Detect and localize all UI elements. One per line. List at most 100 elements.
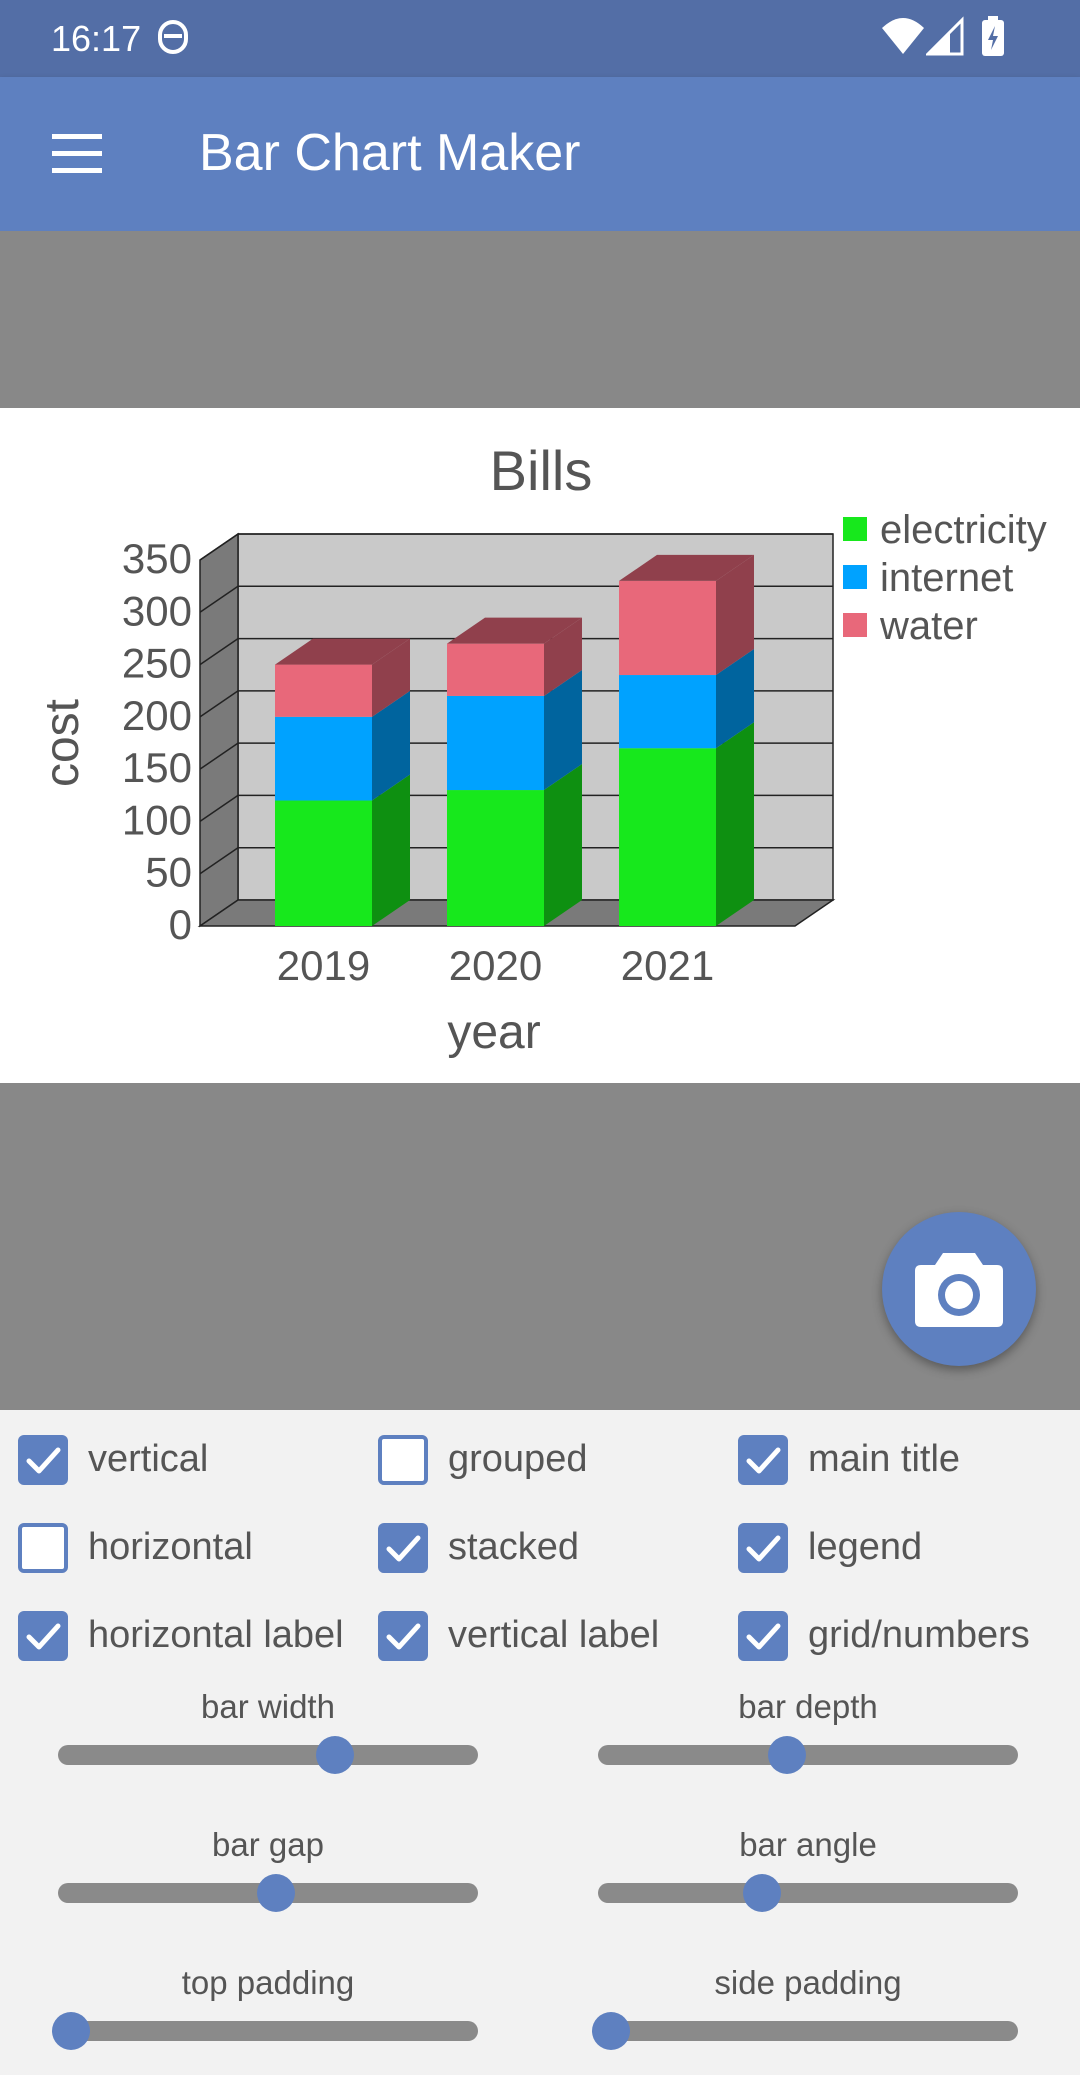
y-tick-label: 100 bbox=[122, 796, 192, 843]
side-padding-slider: side padding bbox=[591, 1964, 1018, 2064]
slider-thumb[interactable] bbox=[742, 1874, 781, 1912]
checkbox-box[interactable] bbox=[378, 1435, 428, 1485]
bar-top bbox=[275, 638, 410, 665]
slider-track[interactable] bbox=[598, 1883, 1018, 1903]
slider-thumb[interactable] bbox=[257, 1874, 296, 1912]
slider-thumb[interactable] bbox=[768, 1736, 806, 1774]
legend-swatch bbox=[843, 613, 867, 637]
bar-segment bbox=[619, 748, 716, 926]
y-tick-label: 0 bbox=[169, 901, 192, 948]
app-bar: Bar Chart Maker bbox=[0, 77, 1080, 231]
y-tick-label: 50 bbox=[145, 849, 192, 896]
x-tick-label: 2019 bbox=[277, 942, 370, 989]
y-tick-label: 250 bbox=[122, 640, 192, 687]
bar-segment-side bbox=[372, 638, 410, 717]
bar-top bbox=[619, 554, 754, 581]
x-tick-label: 2021 bbox=[621, 942, 714, 989]
bar-segment bbox=[275, 716, 372, 801]
checkbox-box[interactable] bbox=[18, 1435, 68, 1485]
bar-segment-side bbox=[544, 617, 582, 696]
checkbox-box[interactable] bbox=[18, 1523, 68, 1573]
x-tick-label: 2020 bbox=[449, 942, 542, 989]
x-axis-label: year bbox=[447, 1006, 540, 1059]
slider-track[interactable] bbox=[598, 2021, 1018, 2041]
bar-segment-side bbox=[372, 690, 410, 801]
wifi-icon bbox=[880, 14, 926, 65]
y-tick-label: 350 bbox=[122, 535, 192, 582]
legend-swatch bbox=[843, 565, 867, 589]
controls-panel: vertical grouped main title horizontal s… bbox=[0, 1410, 1080, 2075]
checkbox-label: vertical label bbox=[448, 1614, 660, 1656]
bar-segment bbox=[447, 695, 544, 791]
bar-segment-side bbox=[716, 554, 754, 676]
slider-track[interactable] bbox=[58, 2021, 478, 2041]
checkbox-box[interactable] bbox=[378, 1523, 428, 1573]
legend-label: internet bbox=[880, 556, 1013, 600]
bar-chart: 0 50 100 150 200 250 300 350 2019 2020 2021 Bills ye… bbox=[36, 439, 1047, 1059]
grid-line bbox=[199, 742, 239, 770]
slider-label: bar width bbox=[201, 1688, 335, 1725]
y-tick-label: 300 bbox=[122, 587, 192, 634]
bar-segment bbox=[619, 675, 716, 749]
bar-top bbox=[447, 617, 582, 644]
y-tick-label: 150 bbox=[122, 744, 192, 791]
checkbox-box[interactable] bbox=[18, 1611, 68, 1661]
notification-icon bbox=[156, 14, 190, 65]
bar-segment bbox=[447, 790, 544, 926]
legend-swatch bbox=[843, 517, 867, 541]
grid-line bbox=[199, 585, 239, 613]
checkbox-label: main title bbox=[808, 1438, 961, 1480]
slider-label: bar gap bbox=[212, 1826, 324, 1863]
checkbox-label: legend bbox=[808, 1526, 923, 1568]
bar-segment bbox=[275, 800, 372, 926]
checkbox-box[interactable] bbox=[378, 1611, 428, 1661]
bar-segment-side bbox=[544, 764, 582, 926]
chart-side-wall bbox=[199, 532, 239, 928]
checkbox-label: horizontal label bbox=[88, 1614, 344, 1656]
bar-segment bbox=[619, 580, 716, 676]
chart-title: Bills bbox=[490, 439, 593, 502]
bar-angle-slider: bar angle bbox=[598, 1826, 1018, 1926]
cellular-signal-icon bbox=[924, 14, 966, 65]
checkbox-label: stacked bbox=[448, 1526, 579, 1568]
bar-gap-slider: bar gap bbox=[58, 1826, 478, 1926]
slider-label: top padding bbox=[181, 1964, 355, 2001]
legend-label: electricity bbox=[880, 508, 1047, 552]
checkbox-box[interactable] bbox=[738, 1523, 788, 1573]
legend-label: water bbox=[879, 604, 978, 648]
slider-track[interactable] bbox=[58, 1745, 478, 1765]
bar-segment bbox=[447, 643, 544, 696]
screenshot-button[interactable] bbox=[882, 1212, 1036, 1366]
checkbox-label: grid/numbers bbox=[808, 1614, 1030, 1656]
checkbox-label: horizontal bbox=[88, 1526, 253, 1568]
slider-label: bar angle bbox=[739, 1826, 877, 1863]
bar-segment-side bbox=[716, 722, 754, 926]
chart-preview: 0 50 100 150 200 250 300 350 2019 2020 2021 Bills ye… bbox=[0, 408, 1080, 1083]
slider-thumb[interactable] bbox=[51, 2012, 90, 2050]
bar-segment bbox=[275, 664, 372, 717]
slider-thumb[interactable] bbox=[316, 1736, 355, 1774]
camera-icon bbox=[915, 1253, 1003, 1327]
checkbox-box[interactable] bbox=[738, 1611, 788, 1661]
checkbox-box[interactable] bbox=[738, 1435, 788, 1485]
bar-segment-side bbox=[544, 669, 582, 791]
slider-track[interactable] bbox=[598, 1745, 1018, 1765]
menu-button[interactable] bbox=[40, 122, 114, 186]
bar-segment-side bbox=[372, 774, 410, 926]
checkbox-label: grouped bbox=[448, 1438, 588, 1480]
hamburger-menu-icon bbox=[52, 134, 102, 173]
grid-line bbox=[199, 847, 239, 875]
bar-depth-slider: bar depth bbox=[598, 1688, 1018, 1788]
chart-backdrop-top bbox=[0, 231, 1080, 408]
grid-line bbox=[199, 533, 239, 561]
slider-thumb[interactable] bbox=[591, 2012, 630, 2050]
bar-segment-side bbox=[716, 649, 754, 749]
battery-charging-icon bbox=[980, 14, 1006, 65]
grid-line bbox=[199, 690, 239, 718]
grid-line bbox=[199, 794, 239, 823]
y-tick-label: 200 bbox=[122, 692, 192, 739]
slider-label: side padding bbox=[714, 1964, 902, 2001]
y-axis-label: cost bbox=[36, 699, 89, 787]
slider-label: bar depth bbox=[738, 1688, 878, 1725]
app-title: Bar Chart Maker bbox=[199, 124, 581, 182]
